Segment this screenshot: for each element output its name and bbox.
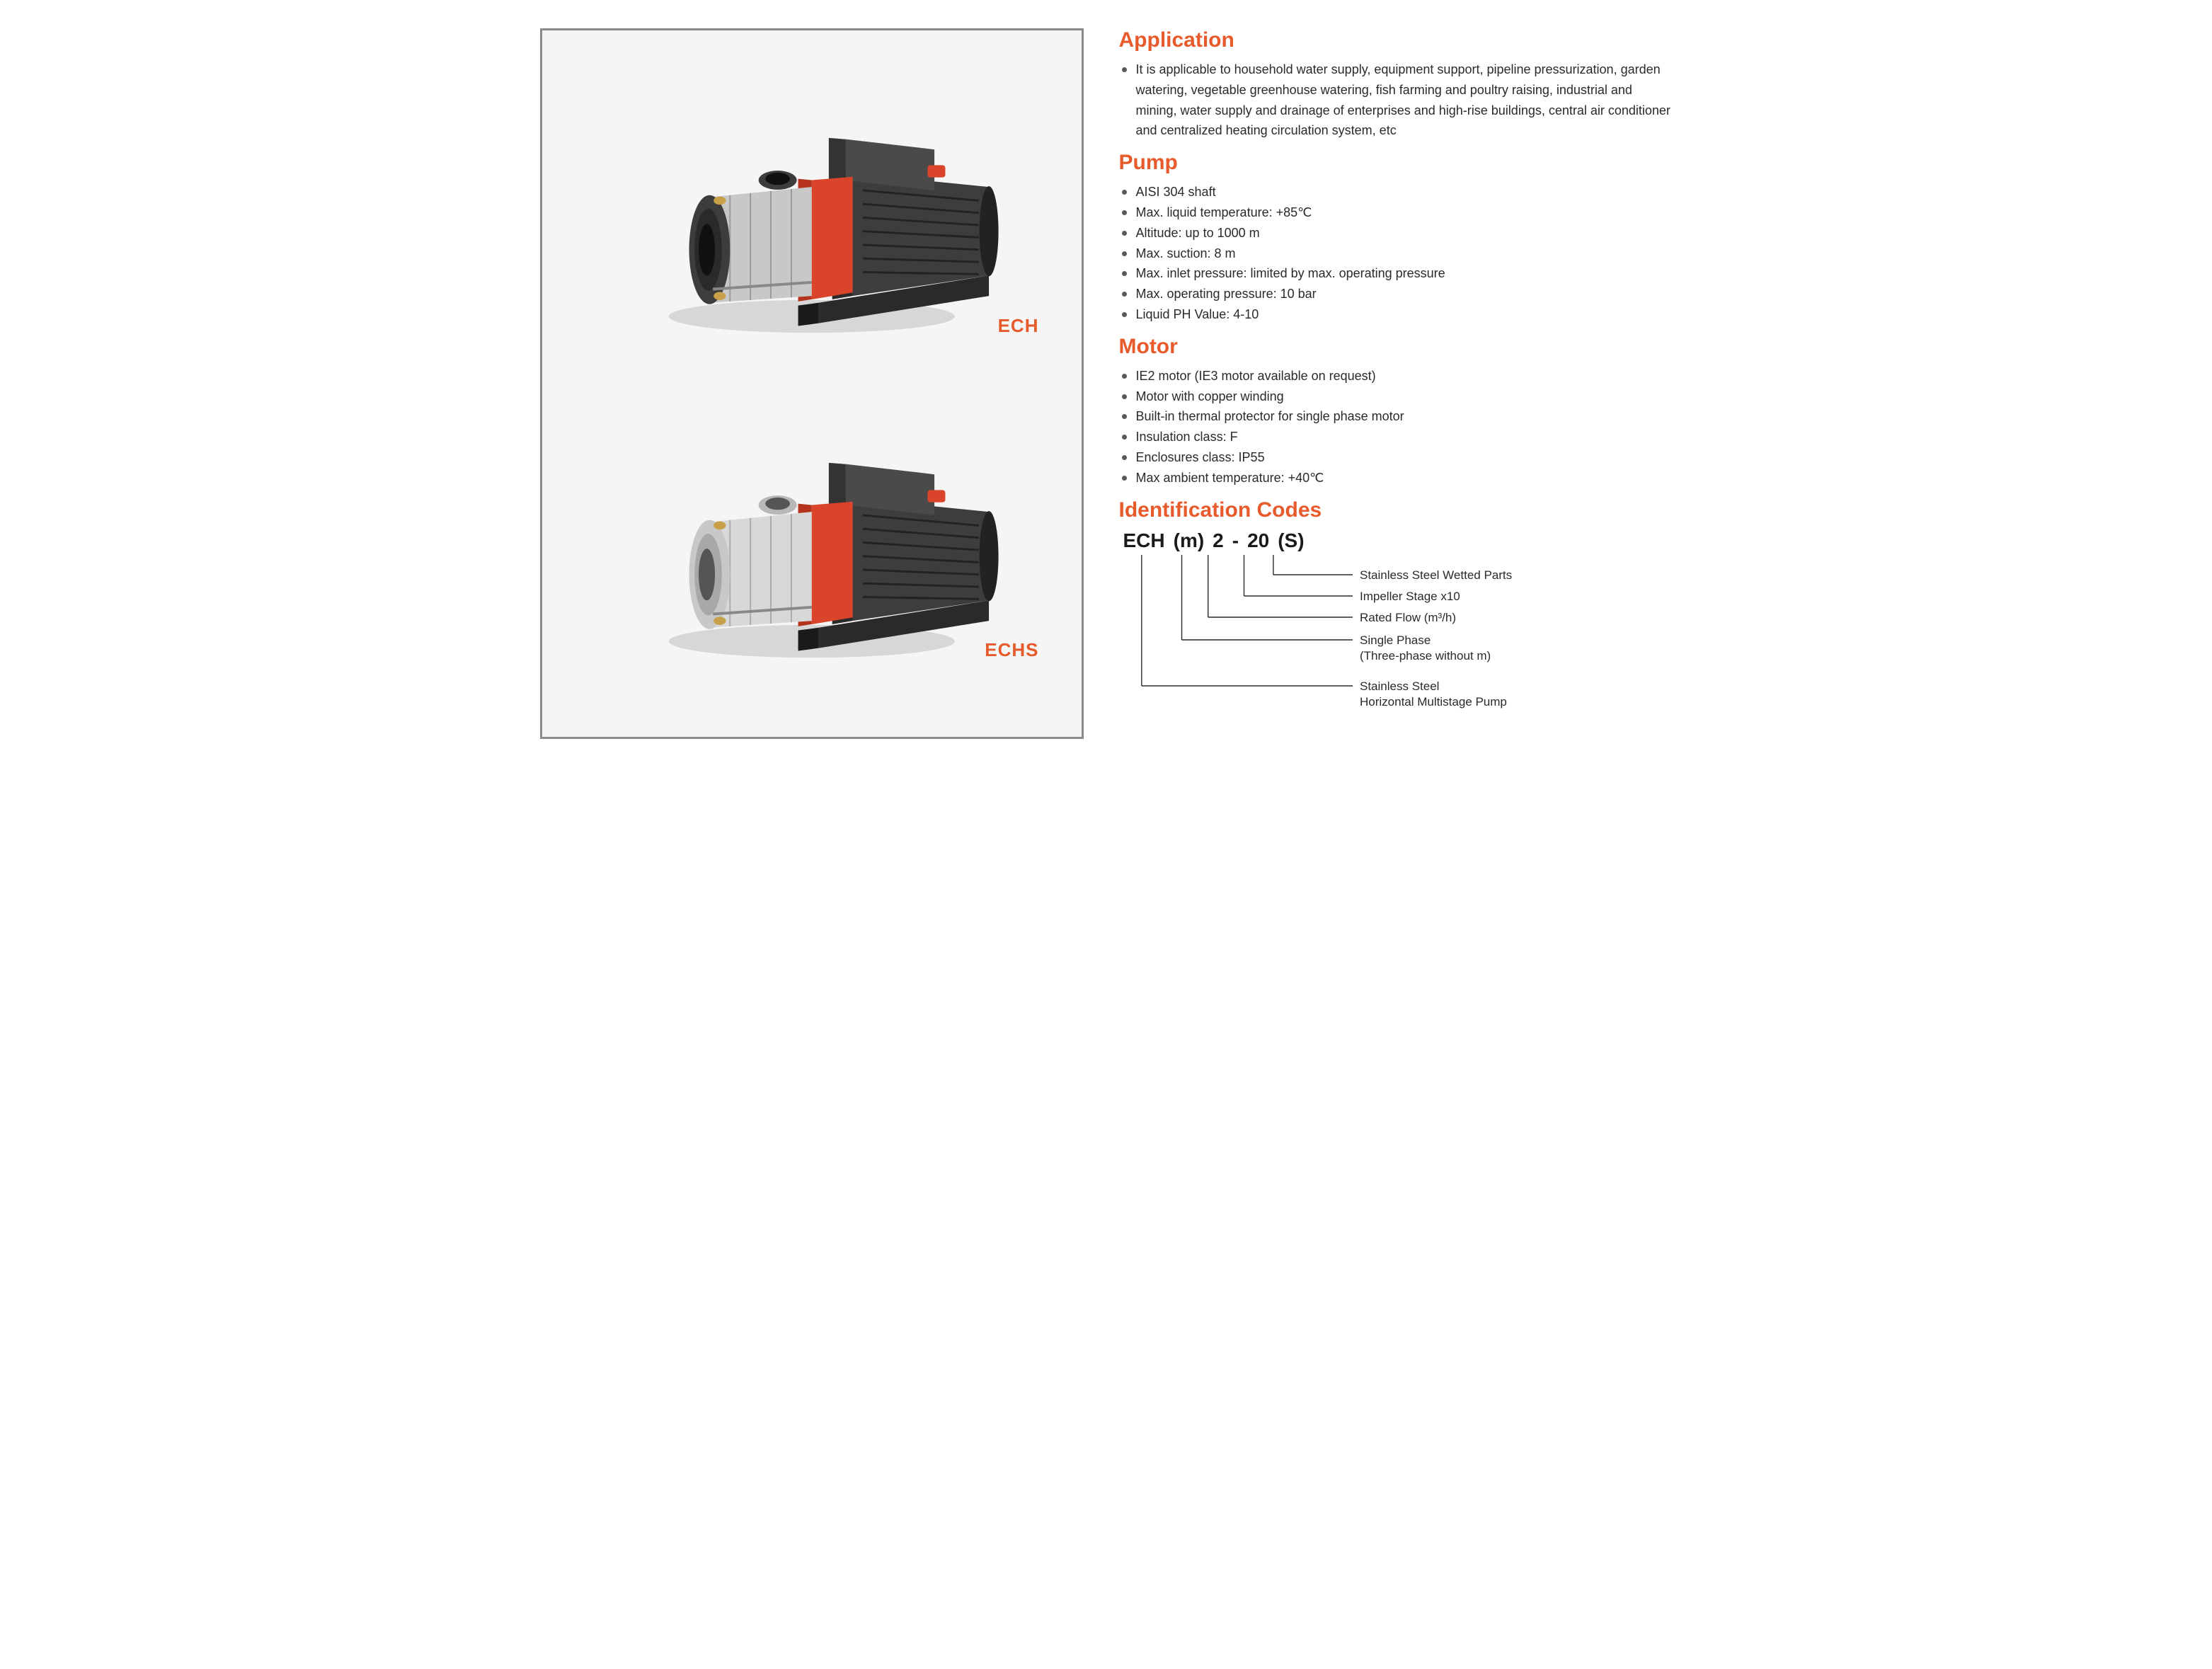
list-item: Motor with copper winding [1119,386,1673,407]
svg-text:Horizontal Multistage Pump: Horizontal Multistage Pump [1360,695,1507,709]
code-seg-m: (m) [1169,529,1209,552]
code-seg-2: 2 [1208,529,1228,552]
list-pump: AISI 304 shaft Max. liquid temperature: … [1119,182,1673,325]
svg-text:(Three-phase without m): (Three-phase without m) [1360,649,1491,663]
list-item: It is applicable to household water supp… [1119,59,1673,141]
svg-text:Stainless Steel: Stainless Steel [1360,679,1439,693]
heading-motor: Motor [1119,335,1673,359]
heading-application: Application [1119,28,1673,52]
code-seg-s: (S) [1273,529,1308,552]
heading-pump: Pump [1119,151,1673,175]
list-item: Liquid PH Value: 4-10 [1119,304,1673,325]
svg-text:Stainless Steel Wetted Parts: Stainless Steel Wetted Parts [1360,568,1512,582]
svg-text:Rated Flow (m³/h): Rated Flow (m³/h) [1360,611,1456,624]
code-seg-20: 20 [1243,529,1273,552]
page-container: ECH [540,28,1673,739]
product-block-echs: ECHS [556,423,1067,669]
list-item: IE2 motor (IE3 motor available on reques… [1119,366,1673,386]
list-item: Enclosures class: IP55 [1119,447,1673,468]
pump-illustration-echs [607,423,1016,669]
spec-panel: Application It is applicable to househol… [1119,28,1673,739]
product-image-panel: ECH [540,28,1084,739]
heading-identification: Identification Codes [1119,498,1673,522]
list-item: Max. operating pressure: 10 bar [1119,284,1673,304]
svg-text:Single Phase: Single Phase [1360,633,1431,647]
code-seg-dash: - [1228,529,1243,552]
pump-illustration-ech [607,98,1016,344]
code-seg-ech: ECH [1119,529,1169,552]
identification-code-line: ECH (m) 2 - 20 (S) [1119,529,1673,552]
list-item: Built-in thermal protector for single ph… [1119,406,1673,427]
list-item: Max. liquid temperature: +85℃ [1119,202,1673,223]
list-item: Max ambient temperature: +40℃ [1119,468,1673,488]
list-item: Altitude: up to 1000 m [1119,223,1673,243]
list-application: It is applicable to household water supp… [1119,59,1673,141]
list-item: Insulation class: F [1119,427,1673,447]
product-block-ech: ECH [556,98,1067,344]
list-motor: IE2 motor (IE3 motor available on reques… [1119,366,1673,488]
list-item: Max. suction: 8 m [1119,243,1673,264]
identification-diagram: Stainless Steel Wetted Parts Impeller Sta… [1119,555,1673,739]
list-item: AISI 304 shaft [1119,182,1673,202]
product-label-ech: ECH [998,315,1039,337]
svg-text:Impeller Stage x10: Impeller Stage x10 [1360,590,1460,603]
product-label-echs: ECHS [985,639,1038,661]
list-item: Max. inlet pressure: limited by max. ope… [1119,263,1673,284]
